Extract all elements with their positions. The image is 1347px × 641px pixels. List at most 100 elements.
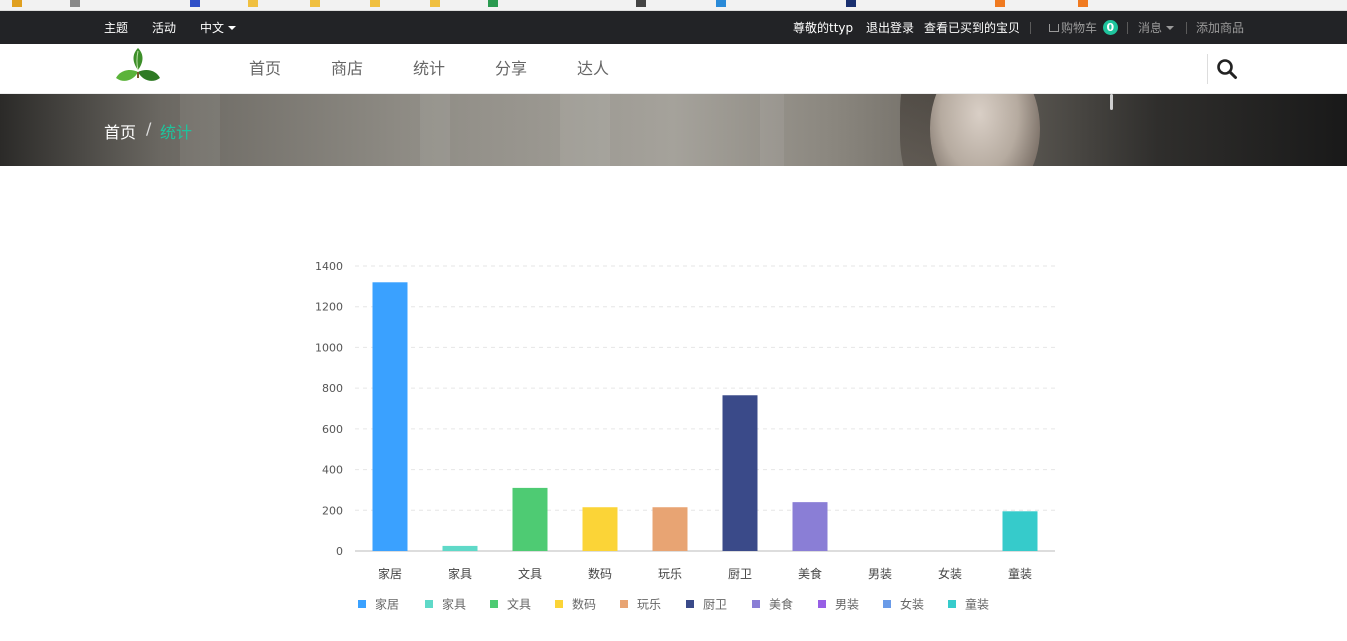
cart-count-badge: 0 <box>1102 20 1118 35</box>
topbar-activity-link[interactable]: 活动 <box>152 21 177 35</box>
nav-home[interactable]: 首页 <box>249 59 282 78</box>
legend-label[interactable]: 家具 <box>442 597 466 612</box>
bookmark-item[interactable] <box>488 0 502 9</box>
legend-label[interactable]: 厨卫 <box>703 598 727 612</box>
divider <box>1127 22 1128 34</box>
chevron-down-icon <box>228 26 237 30</box>
legend-label[interactable]: 美食 <box>769 597 793 612</box>
banner-image-detail <box>930 94 1040 166</box>
nav-experts[interactable]: 达人 <box>577 59 610 78</box>
divider <box>1186 22 1187 34</box>
legend-swatch[interactable] <box>752 600 760 608</box>
banner-decoration <box>180 94 220 166</box>
legend-label[interactable]: 文具 <box>507 597 531 612</box>
bar-3[interactable] <box>582 507 618 551</box>
breadcrumb-current: 统计 <box>160 123 193 142</box>
language-dropdown[interactable]: 中文 <box>200 11 237 44</box>
legend-swatch[interactable] <box>620 600 628 608</box>
x-tick-label: 数码 <box>588 566 612 581</box>
legend-label[interactable]: 童装 <box>965 597 989 612</box>
breadcrumb-home[interactable]: 首页 <box>104 123 137 142</box>
bookmark-item[interactable] <box>190 0 204 9</box>
legend-swatch[interactable] <box>686 600 694 608</box>
y-tick-label: 1400 <box>315 260 343 273</box>
legend-swatch[interactable] <box>883 600 891 608</box>
messages-dropdown[interactable]: 消息 <box>1138 11 1175 44</box>
search-button[interactable] <box>1216 58 1238 80</box>
nav-statistics[interactable]: 统计 <box>413 59 446 78</box>
cart-label: 购物车 <box>1061 21 1098 35</box>
y-tick-label: 0 <box>336 545 343 558</box>
bookmark-item[interactable] <box>636 0 650 9</box>
bar-2[interactable] <box>512 487 548 551</box>
breadcrumb-separator: / <box>146 119 152 138</box>
legend-swatch[interactable] <box>818 600 826 608</box>
user-greeting[interactable]: 尊敬的ttyp <box>793 21 854 35</box>
legend-swatch[interactable] <box>358 600 366 608</box>
y-tick-label: 1000 <box>315 341 343 354</box>
x-tick-label: 女装 <box>938 566 962 581</box>
bookmark-item[interactable] <box>716 0 730 9</box>
banner-image-detail <box>1110 94 1113 110</box>
topbar-theme-link[interactable]: 主题 <box>104 21 129 35</box>
legend-swatch[interactable] <box>425 600 433 608</box>
chevron-down-icon <box>1166 26 1175 30</box>
main-nav: 首页 商店 统计 分享 达人 <box>0 44 1347 94</box>
y-tick-label: 600 <box>322 423 343 436</box>
bookmark-item[interactable] <box>248 0 262 9</box>
legend-label[interactable]: 男装 <box>835 598 859 612</box>
legend-swatch[interactable] <box>490 600 498 608</box>
bar-9[interactable] <box>1002 511 1038 551</box>
x-tick-label: 童装 <box>1008 566 1032 581</box>
search-icon <box>1217 59 1237 79</box>
site-logo[interactable] <box>114 48 162 90</box>
legend-swatch[interactable] <box>555 600 563 608</box>
x-tick-label: 厨卫 <box>728 567 752 581</box>
bookmark-item[interactable] <box>370 0 384 9</box>
bar-5[interactable] <box>722 395 758 551</box>
bar-0[interactable] <box>372 282 408 551</box>
y-tick-label: 400 <box>322 464 343 477</box>
x-tick-label: 美食 <box>798 566 822 581</box>
x-tick-label: 家具 <box>448 566 472 581</box>
top-bar: 主题 活动 中文 尊敬的ttyp 退出登录 查看已买到的宝贝 购物车 0 消息 … <box>0 11 1347 44</box>
legend-label[interactable]: 数码 <box>572 597 596 612</box>
purchased-items-link[interactable]: 查看已买到的宝贝 <box>924 21 1021 35</box>
bookmarks-bar <box>0 0 1347 11</box>
legend-label[interactable]: 女装 <box>900 597 924 612</box>
legend-label[interactable]: 家居 <box>375 597 399 612</box>
bar-4[interactable] <box>652 507 688 551</box>
bookmark-item[interactable] <box>1078 0 1092 9</box>
bookmark-item[interactable] <box>12 0 26 9</box>
legend-label[interactable]: 玩乐 <box>637 598 661 612</box>
add-product-link[interactable]: 添加商品 <box>1196 21 1245 35</box>
bar-1[interactable] <box>442 545 478 551</box>
banner-decoration <box>760 94 784 166</box>
nav-share[interactable]: 分享 <box>495 59 528 78</box>
cart-icon <box>1049 24 1059 32</box>
bookmark-item[interactable] <box>70 0 84 9</box>
legend-swatch[interactable] <box>948 600 956 608</box>
cart-link[interactable]: 购物车 0 <box>1049 11 1118 44</box>
nav-store[interactable]: 商店 <box>331 59 364 78</box>
language-label: 中文 <box>200 21 225 35</box>
page-banner: 首页 / 统计 <box>0 94 1347 166</box>
y-tick-label: 1200 <box>315 301 343 314</box>
bookmark-item[interactable] <box>430 0 444 9</box>
messages-label: 消息 <box>1138 21 1163 35</box>
bar-6[interactable] <box>792 502 828 551</box>
divider <box>1207 54 1208 84</box>
divider <box>1030 22 1031 34</box>
y-tick-label: 800 <box>322 382 343 395</box>
y-tick-label: 200 <box>322 504 343 517</box>
x-tick-label: 家居 <box>378 566 402 581</box>
banner-decoration <box>420 94 450 166</box>
x-tick-label: 玩乐 <box>658 567 682 581</box>
banner-decoration <box>560 94 610 166</box>
logout-link[interactable]: 退出登录 <box>866 21 915 35</box>
bookmark-item[interactable] <box>995 0 1009 9</box>
x-tick-label: 男装 <box>868 567 892 581</box>
bookmark-item[interactable] <box>846 0 860 9</box>
bookmark-item[interactable] <box>310 0 324 9</box>
